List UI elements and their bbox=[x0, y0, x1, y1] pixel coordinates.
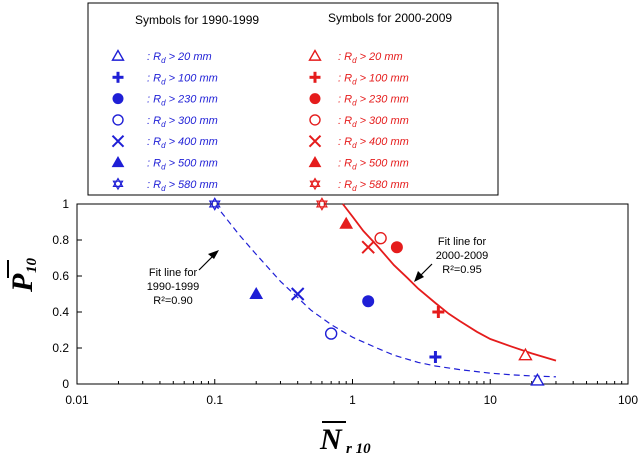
legend-label: : Rd > 100 mm bbox=[147, 72, 218, 86]
x-tick-label: 0.01 bbox=[65, 393, 89, 407]
data-markers bbox=[208, 197, 545, 386]
annotation-1990-line2: 1990-1999 bbox=[147, 281, 200, 293]
data-point-1990s-circle-filled bbox=[362, 295, 375, 308]
legend-label: : Rd > 100 mm bbox=[338, 72, 409, 86]
annotation-1990-line3: R²=0.90 bbox=[153, 295, 192, 307]
data-point-1990s-triangle-open bbox=[530, 372, 545, 386]
legend-heading-2000-2009: Symbols for 2000-2009 bbox=[328, 11, 452, 25]
data-point-2000s-triangle-filled bbox=[339, 216, 354, 229]
legend-symbol-plus bbox=[309, 71, 321, 83]
legend-symbol-x bbox=[111, 134, 125, 148]
legend-label: : Rd > 300 mm bbox=[147, 115, 218, 129]
legend-label: : Rd > 20 mm bbox=[147, 51, 212, 65]
legend-label: : Rd > 20 mm bbox=[338, 51, 403, 65]
legend-label: : Rd > 500 mm bbox=[147, 158, 218, 172]
data-point-1990s-circle-open bbox=[324, 327, 338, 340]
legend-symbol-star-open bbox=[309, 177, 321, 191]
y-tick-label: 0.8 bbox=[52, 233, 69, 247]
x-axis-title-main: N bbox=[319, 423, 343, 456]
data-point-2000s-star-open bbox=[315, 197, 328, 211]
data-point-2000s-x bbox=[361, 240, 375, 254]
x-tick-label: 100 bbox=[618, 393, 638, 407]
annotation-fit-2000-2009: Fit line for 2000-2009 R²=0.95 bbox=[414, 236, 488, 282]
legend-heading-1990-1999: Symbols for 1990-1999 bbox=[135, 13, 259, 27]
y-axis-title: P 10 bbox=[6, 258, 40, 294]
data-point-2000s-circle-open bbox=[374, 231, 387, 245]
legend-entries: : Rd > 20 mm : Rd > 100 mm : Rd > 230 mm : … bbox=[111, 49, 409, 193]
x-tick-label: 0.1 bbox=[206, 393, 223, 407]
y-tick-label: 0 bbox=[62, 377, 69, 391]
legend-symbol-plus bbox=[112, 71, 124, 83]
plot-area: 0.01 0.1 1 10 100 0 0.2 0.4 0.6 0.8 1 Fit line for… bbox=[52, 197, 638, 407]
data-point-2000s-triangle-open bbox=[518, 347, 533, 361]
legend-symbol-triangle-open bbox=[111, 49, 125, 61]
legend-label: : Rd > 500 mm bbox=[338, 158, 409, 172]
data-point-1990s-triangle-filled bbox=[249, 286, 264, 299]
annotation-2000-line2: 2000-2009 bbox=[436, 250, 489, 262]
legend: Symbols for 1990-1999 Symbols for 2000-2… bbox=[87, 2, 499, 196]
y-axis-title-sub: 10 bbox=[24, 258, 40, 274]
data-point-2000s-plus bbox=[432, 306, 445, 318]
legend-symbol-circle-filled bbox=[112, 93, 124, 105]
fit-line-1990-1999 bbox=[214, 203, 557, 378]
legend-label: : Rd > 580 mm bbox=[147, 179, 218, 193]
legend-label: : Rd > 230 mm bbox=[147, 94, 218, 108]
legend-symbol-circle-open bbox=[309, 114, 321, 126]
annotation-fit-1990-1999: Fit line for 1990-1999 R²=0.90 bbox=[147, 250, 219, 307]
y-tick-label: 1 bbox=[62, 197, 69, 211]
legend-frame bbox=[87, 2, 499, 196]
annotation-1990-line1: Fit line for bbox=[149, 267, 198, 279]
legend-label: : Rd > 230 mm bbox=[338, 94, 409, 108]
legend-symbol-triangle-filled bbox=[111, 155, 125, 168]
y-tick-label: 0.2 bbox=[52, 341, 69, 355]
x-axis-title-sub: r 10 bbox=[346, 441, 371, 457]
y-tick-label: 0.4 bbox=[52, 305, 69, 319]
annotation-2000-line3: R²=0.95 bbox=[442, 264, 481, 276]
annotation-2000-line1: Fit line for bbox=[438, 236, 487, 248]
data-point-1990s-x bbox=[290, 287, 305, 301]
legend-symbol-triangle-filled bbox=[308, 155, 322, 168]
legend-label: : Rd > 400 mm bbox=[338, 136, 409, 150]
y-tick-label: 0.6 bbox=[52, 269, 69, 283]
x-axis-title: N r 10 bbox=[319, 421, 371, 457]
data-point-1990s-star-open bbox=[208, 197, 221, 211]
y-axis-title-main: P bbox=[6, 273, 39, 293]
x-tick-label: 1 bbox=[349, 393, 356, 407]
legend-symbol-circle-open bbox=[112, 114, 124, 126]
annotation-1990-arrowhead bbox=[208, 250, 219, 259]
data-point-2000s-circle-filled bbox=[390, 241, 403, 254]
fit-line-2000-2009 bbox=[342, 203, 557, 362]
legend-label: : Rd > 400 mm bbox=[147, 136, 218, 150]
x-tick-label: 10 bbox=[484, 393, 498, 407]
data-point-1990s-plus bbox=[429, 351, 442, 363]
fit-lines bbox=[214, 203, 557, 378]
legend-symbol-star-open bbox=[112, 177, 124, 191]
annotation-2000-arrowhead bbox=[414, 271, 424, 282]
legend-symbol-triangle-open bbox=[308, 49, 322, 61]
legend-label: : Rd > 300 mm bbox=[338, 115, 409, 129]
legend-symbol-circle-filled bbox=[309, 93, 321, 105]
legend-symbol-x bbox=[308, 134, 322, 148]
legend-label: : Rd > 580 mm bbox=[338, 179, 409, 193]
